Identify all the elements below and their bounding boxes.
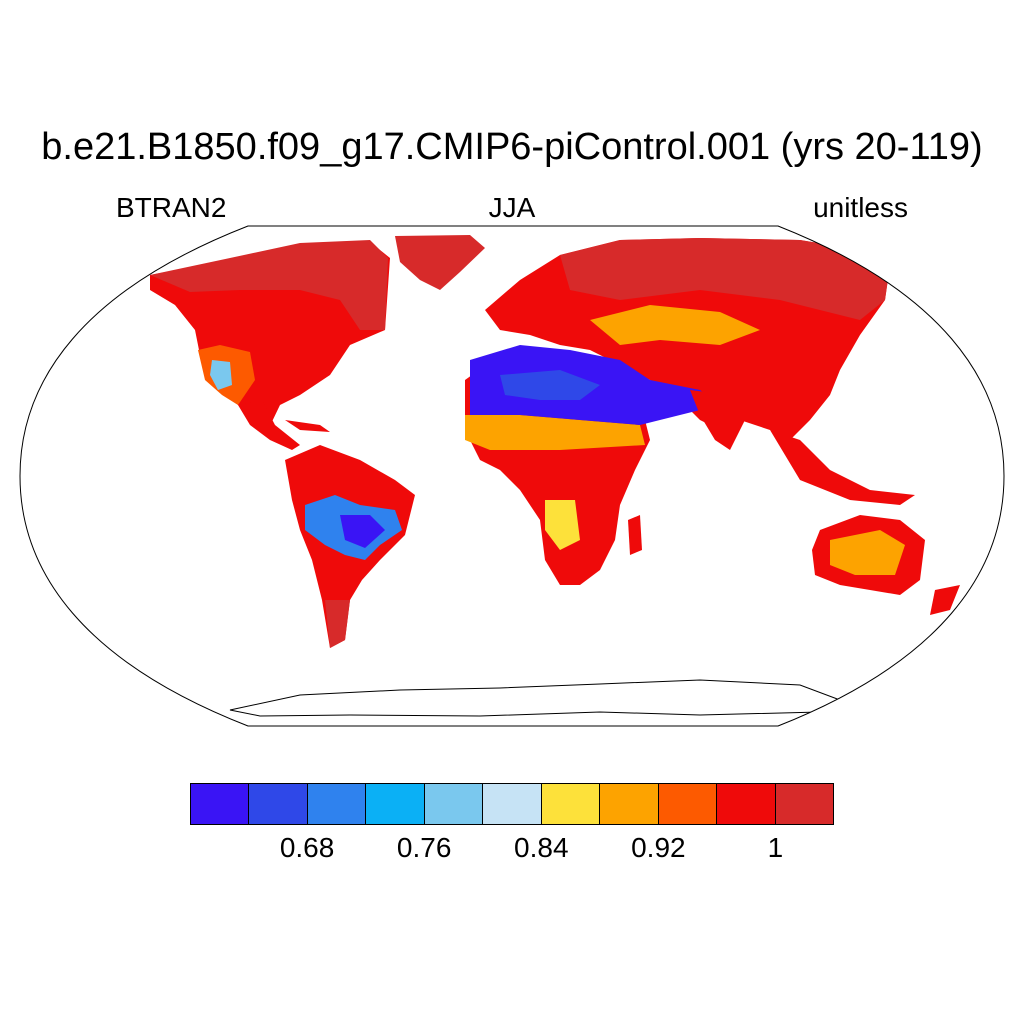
southern-africa-dry (545, 500, 580, 550)
new-zealand (930, 585, 960, 615)
mexico (238, 400, 300, 450)
sahel (465, 415, 645, 450)
greenland (395, 235, 485, 290)
colorbar-tick-label: 0.68 (279, 832, 335, 863)
season-label: JJA (488, 192, 536, 223)
colorbar-box (248, 783, 307, 825)
colorbar-box (599, 783, 658, 825)
colorbar-box (306, 783, 366, 825)
colorbar-tick-label: 0.76 (396, 832, 452, 863)
us-west-dry (210, 360, 232, 390)
colorbar-box (540, 783, 600, 825)
siberia (560, 238, 890, 320)
colorbar-box (774, 783, 834, 825)
antarctica (229, 679, 842, 717)
units-label: unitless (813, 192, 908, 223)
australia-interior (830, 530, 905, 575)
colorbar-tick-label: 1 (767, 832, 784, 863)
southeast-asia (770, 430, 915, 505)
colorbar-box (365, 783, 424, 825)
colorbar-box (716, 783, 775, 825)
south-america-dry-core (340, 515, 385, 548)
colorbar-box (482, 783, 541, 825)
sahara-mixed (500, 370, 600, 400)
patagonia (325, 600, 350, 648)
colorbar-tick-label: 0.84 (514, 832, 569, 863)
colorbar-tick-label: 0.92 (631, 832, 686, 863)
india (690, 390, 745, 450)
colorbar-box (190, 783, 249, 825)
madagascar (628, 515, 642, 555)
variable-label: BTRAN2 (116, 192, 227, 223)
map-boundary (19, 225, 1005, 727)
north-america-arctic (150, 240, 388, 330)
cuba (285, 420, 330, 432)
colorbar-box (423, 783, 483, 825)
colorbar-box (657, 783, 717, 825)
colorbar (190, 783, 834, 825)
central-asia-variable (590, 305, 760, 345)
figure-title: b.e21.B1850.f09_g17.CMIP6-piControl.001 … (41, 126, 983, 168)
